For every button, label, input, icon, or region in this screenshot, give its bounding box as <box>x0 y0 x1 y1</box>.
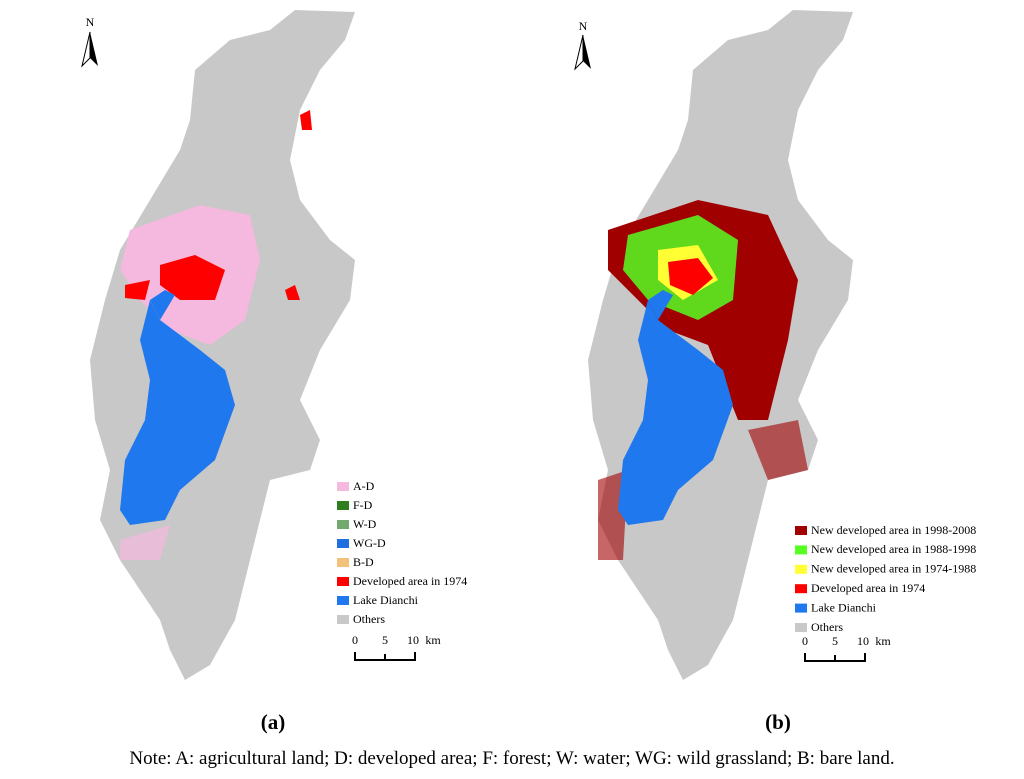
legend-swatch <box>337 482 349 491</box>
legend-swatch <box>337 520 349 529</box>
legend-label: F-D <box>353 498 373 512</box>
scale-label: 10 <box>407 633 419 647</box>
legend-label: New developed area in 1998-2008 <box>811 523 976 537</box>
north-arrow <box>574 34 591 71</box>
legend-label: B-D <box>353 555 374 569</box>
north-label: N <box>86 15 95 29</box>
legend-swatch <box>337 577 349 586</box>
legend-label: Others <box>353 612 385 626</box>
note: Note: A: agricultural land; D: developed… <box>129 748 894 769</box>
legend-label: New developed area in 1974-1988 <box>811 562 976 576</box>
legend-swatch <box>795 603 807 613</box>
legend-label: A-D <box>353 479 375 493</box>
scale-label: 5 <box>832 634 838 648</box>
legend-swatch <box>337 558 349 567</box>
legend-swatch <box>337 615 349 624</box>
legend-label: Lake Dianchi <box>811 600 877 614</box>
legend-label: Others <box>811 620 843 634</box>
panel-label: (b) <box>765 710 791 734</box>
legend-label: Developed area in 1974 <box>353 574 467 588</box>
legend-swatch <box>795 623 807 632</box>
legend-swatch <box>795 545 807 555</box>
north-arrow <box>81 31 98 68</box>
map-b <box>588 10 853 680</box>
legend-swatch <box>337 501 349 510</box>
legend-label: Developed area in 1974 <box>811 581 925 595</box>
scale-label: 5 <box>382 633 388 647</box>
legend-swatch <box>337 539 349 548</box>
legend-swatch <box>795 526 807 535</box>
scale-label: 10 <box>857 634 869 648</box>
legend-swatch <box>795 584 807 594</box>
north-label: N <box>579 19 588 33</box>
scale-label: km <box>875 634 891 648</box>
map-a <box>90 10 355 680</box>
scale-bar <box>804 653 866 662</box>
legend-label: W-D <box>353 517 377 531</box>
scale-bar <box>354 652 416 661</box>
legend-label: Lake Dianchi <box>353 593 419 607</box>
legend-swatch <box>337 596 349 605</box>
panel-label: (a) <box>261 710 286 734</box>
scale-label: 0 <box>352 633 358 647</box>
scale-label: km <box>425 633 441 647</box>
scale-label: 0 <box>802 634 808 648</box>
legend-label: New developed area in 1988-1998 <box>811 542 976 556</box>
legend-label: WG-D <box>353 536 386 550</box>
legend-swatch <box>795 564 807 574</box>
